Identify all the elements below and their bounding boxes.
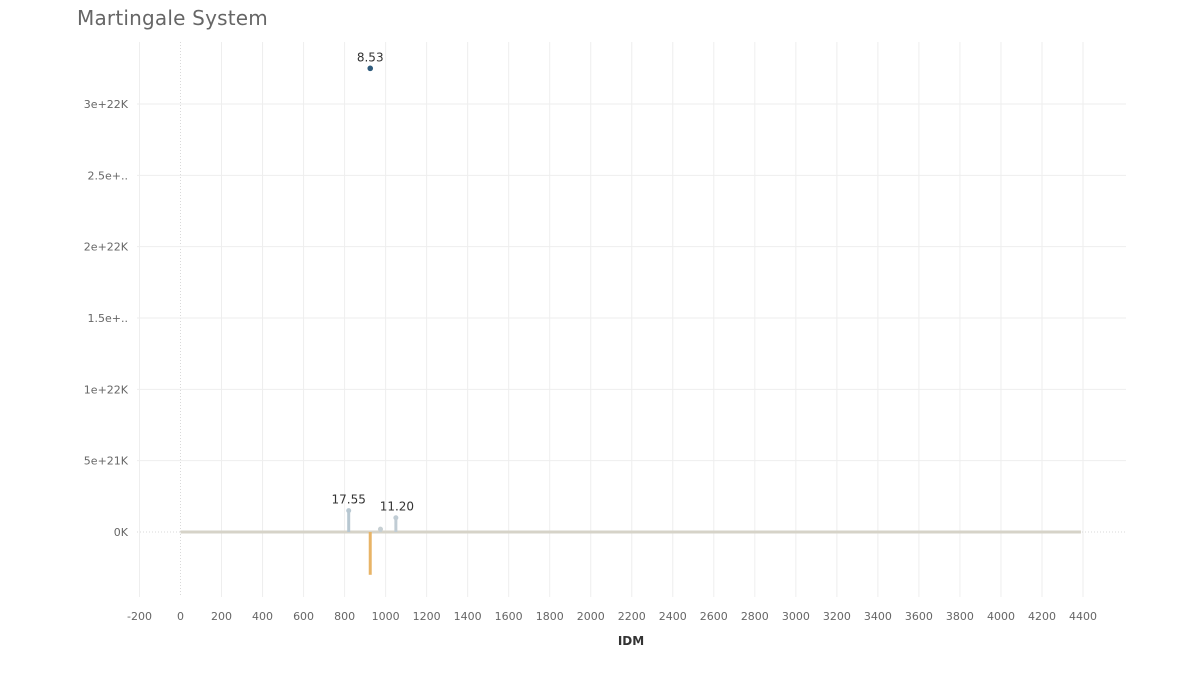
x-tick-label: -200 bbox=[127, 610, 152, 623]
y-tick-label: 1.5e+.. bbox=[88, 312, 128, 325]
x-tick-label: 1800 bbox=[536, 610, 564, 623]
y-axis: 0K 5e+21K 1e+22K 1.5e+.. 2e+22K 2.5e+.. 3e+22K bbox=[84, 98, 129, 539]
y-tick-label: 0K bbox=[114, 526, 129, 539]
y-tick-label: 1e+22K bbox=[84, 383, 129, 396]
data-label: 11.20 bbox=[380, 500, 414, 514]
x-tick-label: 0 bbox=[177, 610, 184, 623]
y-tick-label: 5e+21K bbox=[84, 455, 129, 468]
x-tick-label: 2200 bbox=[618, 610, 646, 623]
data-point bbox=[346, 508, 352, 514]
x-tick-label: 400 bbox=[252, 610, 273, 623]
x-tick-label: 4000 bbox=[987, 610, 1015, 623]
x-tick-label: 3200 bbox=[823, 610, 851, 623]
chart-title: Martingale System bbox=[77, 6, 268, 30]
data-point bbox=[367, 65, 374, 72]
x-tick-label: 2800 bbox=[741, 610, 769, 623]
x-tick-label: 4400 bbox=[1069, 610, 1097, 623]
x-tick-label: 4200 bbox=[1028, 610, 1056, 623]
x-tick-label: 1600 bbox=[495, 610, 523, 623]
x-tick-label: 800 bbox=[334, 610, 355, 623]
x-tick-label: 2000 bbox=[577, 610, 605, 623]
x-tick-label: 1200 bbox=[413, 610, 441, 623]
data-label: 8.53 bbox=[357, 50, 384, 64]
x-tick-label: 3600 bbox=[905, 610, 933, 623]
y-tick-label: 2.5e+.. bbox=[88, 169, 128, 182]
x-axis: -200 0 200 400 600 800 1000 1200 1400 1600 1800 200… bbox=[127, 610, 1097, 623]
x-tick-label: 3000 bbox=[782, 610, 810, 623]
x-tick-label: 3400 bbox=[864, 610, 892, 623]
grid-lines bbox=[137, 42, 1126, 597]
y-tick-label: 2e+22K bbox=[84, 241, 129, 254]
x-tick-label: 2400 bbox=[659, 610, 687, 623]
data-point bbox=[393, 515, 399, 521]
x-tick-label: 600 bbox=[293, 610, 314, 623]
x-tick-label: 1000 bbox=[372, 610, 400, 623]
x-axis-label: IDM bbox=[618, 634, 644, 648]
x-tick-label: 3800 bbox=[946, 610, 974, 623]
x-tick-label: 1400 bbox=[454, 610, 482, 623]
chart-marks: 17.55 8.53 11.20 bbox=[180, 50, 1081, 575]
x-tick-label: 200 bbox=[211, 610, 232, 623]
x-tick-label: 2600 bbox=[700, 610, 728, 623]
y-tick-label: 3e+22K bbox=[84, 98, 129, 111]
data-label: 17.55 bbox=[332, 493, 366, 507]
data-point bbox=[377, 526, 383, 532]
